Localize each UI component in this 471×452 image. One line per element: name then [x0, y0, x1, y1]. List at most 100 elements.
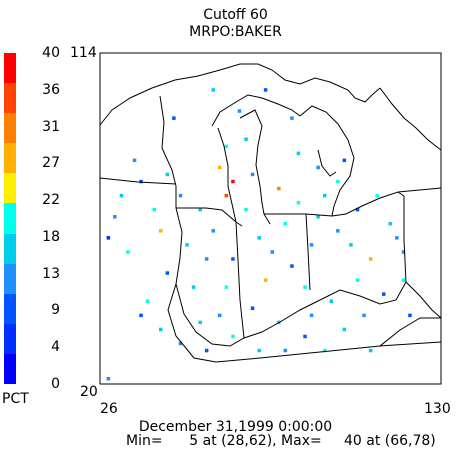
colorbar-tick-label: 13 [42, 265, 60, 282]
data-cell [270, 250, 274, 254]
data-cell [211, 88, 215, 92]
data-cell [263, 88, 268, 92]
data-cell [113, 215, 117, 219]
data-cell [296, 200, 301, 205]
colorbar-swatch [4, 143, 16, 174]
data-cell [224, 144, 229, 149]
footer-date: December 31,1999 0:00:00 [138, 419, 333, 435]
data-cell [165, 172, 170, 177]
data-cells [106, 88, 412, 381]
data-cell [349, 243, 353, 247]
x-axis-right-label: 130 [424, 401, 451, 417]
data-cell [211, 229, 215, 233]
kentucky-tennessee-border [215, 341, 442, 363]
data-cell [218, 313, 222, 318]
data-cell [277, 186, 281, 191]
lake-michigan-west-shore [217, 127, 243, 227]
data-cell [231, 334, 235, 339]
data-cell [257, 236, 261, 240]
data-cell [159, 229, 163, 233]
data-cell [342, 158, 347, 163]
data-cell [231, 257, 235, 261]
data-cell [165, 271, 170, 275]
map-frame [99, 52, 442, 385]
data-cell [250, 306, 255, 310]
colorbar-tick-label: 22 [42, 192, 60, 209]
data-cell [283, 348, 288, 353]
data-cell [159, 327, 163, 332]
data-cell [204, 257, 209, 261]
colorbar-tick-label: 0 [51, 376, 60, 392]
virginia-border [379, 317, 441, 347]
chart-title: Cutoff 60 [203, 7, 268, 23]
data-cell [309, 243, 314, 247]
data-cell [106, 236, 111, 240]
y-axis-top-label: 114 [70, 45, 97, 61]
data-cell [303, 285, 307, 289]
colorbar-tick-label: 18 [42, 228, 60, 245]
michigan-thumb [317, 149, 337, 177]
colorbar-unit: PCT [2, 391, 29, 407]
data-cell [283, 222, 288, 226]
data-cell [139, 313, 143, 318]
colorbar [4, 53, 16, 385]
indiana-ohio-border [305, 213, 311, 291]
colorbar-swatch [4, 293, 16, 325]
ohio-pa-border [403, 196, 407, 283]
data-cell [244, 137, 248, 141]
chart-subtitle: MRPO:BAKER [189, 24, 282, 40]
data-cell [244, 207, 248, 212]
colorbar-swatch [4, 233, 16, 265]
data-cell [355, 278, 360, 282]
data-cell [250, 172, 255, 177]
data-cell [323, 193, 327, 198]
wisconsin-illinois-border [176, 207, 237, 223]
colorbar-tick-label: 27 [42, 155, 60, 172]
ohio-river [183, 281, 407, 347]
x-axis-left-label: 26 [100, 401, 118, 417]
data-cell [237, 109, 242, 113]
colorbar-swatch [4, 353, 16, 385]
data-cell [191, 285, 196, 289]
missouri-border [167, 283, 217, 363]
boundaries [99, 63, 442, 363]
colorbar-tick-label: 4 [51, 339, 60, 356]
data-cell [204, 348, 209, 353]
lake-erie [331, 191, 405, 217]
data-cell [316, 165, 320, 170]
data-cell [224, 193, 229, 198]
data-cell [178, 193, 183, 198]
iowa-illinois-border [175, 207, 185, 315]
data-cell [388, 222, 392, 226]
ontario-shore [379, 87, 442, 151]
data-cell [375, 193, 379, 198]
data-cell [368, 348, 373, 353]
data-cell [132, 158, 137, 163]
colorbar-swatch [4, 263, 16, 295]
iowa-minnesota-border [99, 177, 177, 185]
lake-superior-outline [99, 63, 381, 126]
data-cell [257, 348, 261, 353]
data-cell [263, 278, 268, 282]
colorbar-tick-label: 9 [51, 302, 60, 319]
colorbar-swatch [4, 203, 16, 235]
lake-michigan-east [239, 109, 271, 225]
colorbar-tick-label: 40 [42, 45, 60, 61]
minnesota-wisconsin-border [159, 95, 177, 208]
data-cell [408, 313, 412, 318]
data-cell [329, 299, 333, 303]
data-cell [198, 320, 202, 325]
colorbar-swatch [4, 113, 16, 144]
data-cell [382, 292, 386, 296]
data-cell [119, 193, 124, 198]
data-cell [145, 299, 150, 303]
data-cell [139, 179, 143, 184]
data-cell [309, 313, 314, 318]
y-axis-bottom-label: 20 [80, 384, 98, 400]
data-cell [178, 341, 183, 346]
data-cell [126, 250, 130, 254]
footer-stats: Min= 5 at (28,62), Max= 40 at (66,78) [126, 433, 436, 449]
data-cell [290, 264, 294, 268]
data-cell [231, 179, 235, 184]
